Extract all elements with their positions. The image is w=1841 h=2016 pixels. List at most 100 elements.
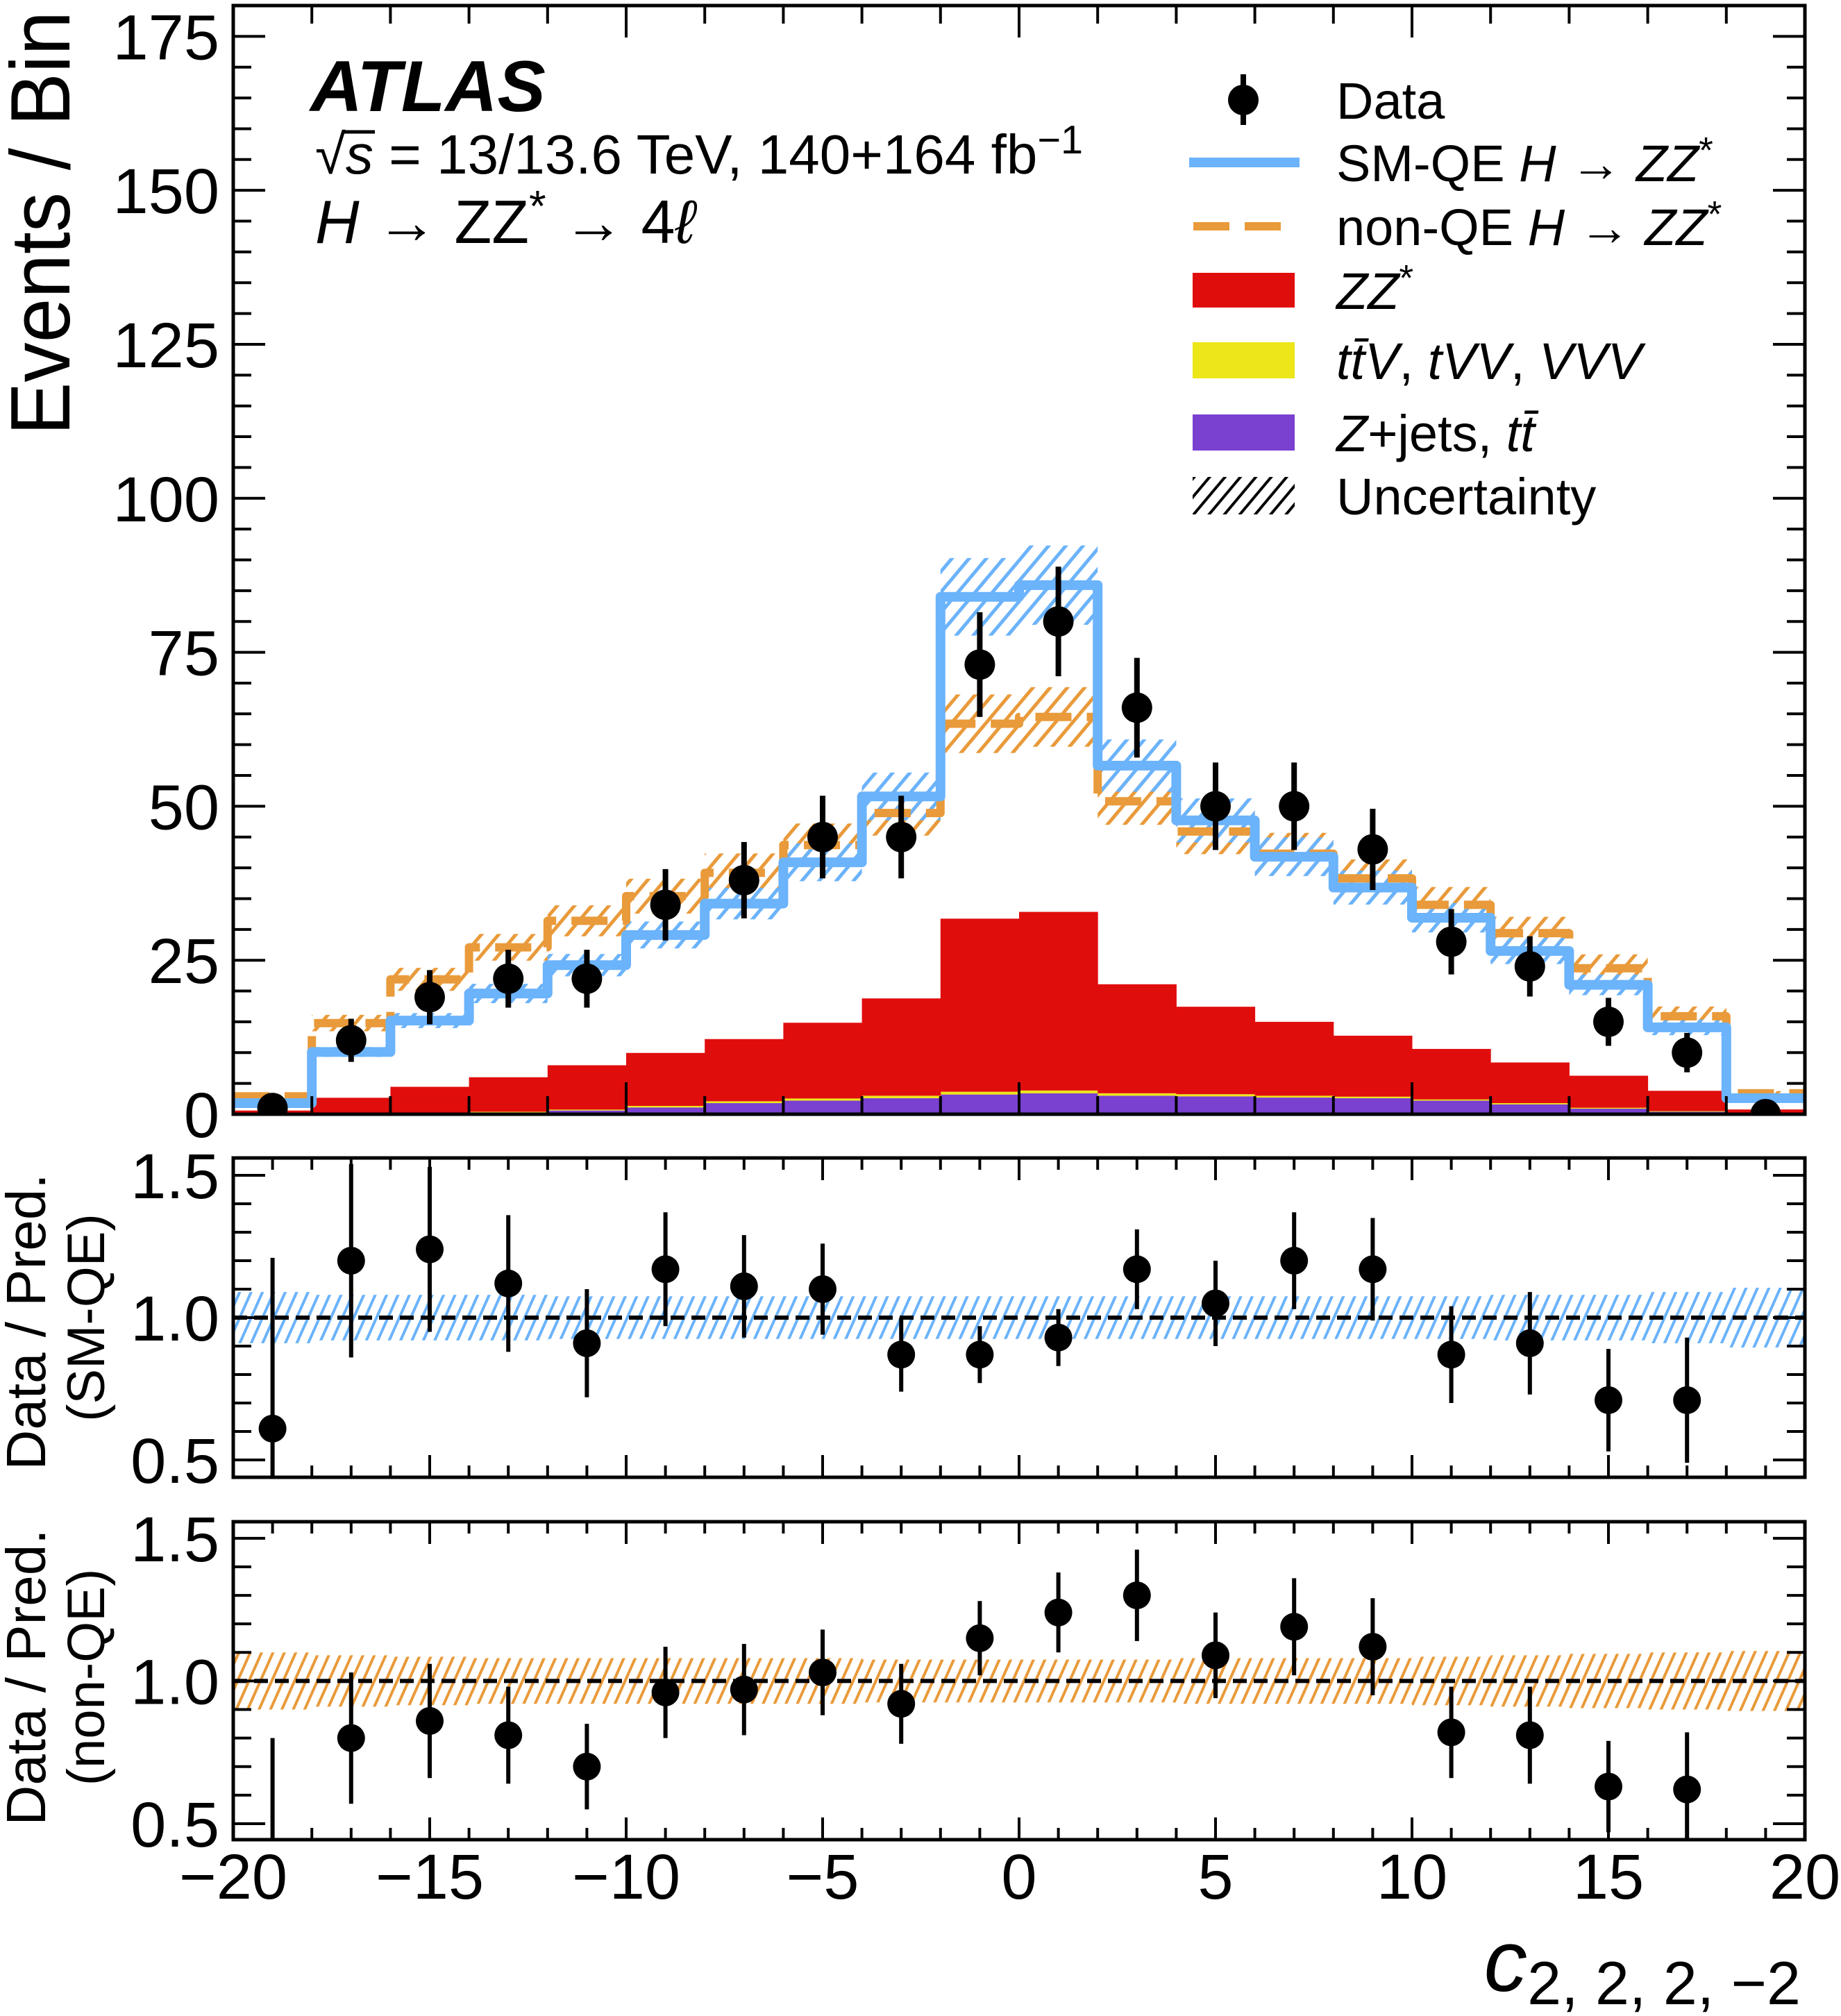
zz-background-bar [705,1039,784,1102]
x-tick-label: 10 [1377,1842,1447,1913]
data-point [1121,692,1152,723]
data-point [571,963,603,994]
legend-label-segment: ZZ [1643,199,1709,256]
zjets-ttbar-bar [626,1107,705,1114]
y-tick-label: 1.5 [131,1504,219,1575]
legend-label-segment: H [1519,135,1556,192]
zz-background-bar [1647,1091,1727,1111]
annotations: ATLAS Events / Bin Data / Pred. (SM-QE) … [0,11,1801,2016]
y-tick-label: 1.0 [131,1284,219,1354]
y-axis-sublabel-ratio-sm-qe: (SM-QE) [57,1213,116,1422]
ratio-point [1595,1386,1622,1414]
legend-label-segment: Z [1335,405,1370,462]
ratio-point [966,1341,994,1369]
ttv-tvv-vvv-bar [1098,1093,1177,1096]
y-tick-label: 0.5 [131,1426,219,1497]
x-tick-label: 5 [1197,1842,1233,1913]
legend-label-segment: * [1399,258,1413,299]
ttv-tvv-vvv-bar [705,1101,784,1104]
legend-label-segment: ZZ [1335,262,1401,320]
y-tick-label: 0 [184,1080,219,1151]
ratio-point [887,1341,916,1369]
process-label-segment: ZZ [454,187,529,256]
data-point [886,821,917,852]
legend-label-segment: ZZ [1635,135,1701,192]
zjets-ttbar-bar [783,1100,863,1114]
y-tick-label: 1.0 [131,1647,219,1717]
legend-label-segment: tt̄ [1506,405,1539,462]
energy-luminosity-label-segment: √ [315,124,346,185]
ratio-point [651,1678,680,1706]
filled-box-icon [1193,414,1295,451]
legend-label-segment: → [1565,199,1645,256]
ratio-point [1280,1613,1309,1641]
legend-label: ZZ* [1335,258,1413,320]
non-qe-line [233,712,1805,1101]
process-label: H → ZZ* → 4ℓ [315,182,698,256]
ttv-tvv-vvv-bar [1412,1099,1491,1101]
ratio-point [1673,1386,1701,1414]
zjets-ttbar-bar [1098,1095,1177,1114]
legend-label: Z+jets, tt̄ [1335,405,1539,462]
ratio-point [1515,1721,1544,1749]
zz-background-bar [1333,1035,1413,1097]
legend-label-segment: → [1556,135,1636,192]
data-point [1672,1037,1703,1068]
y-axis-label-ratio-non-qe: Data / Pred. [0,1529,57,1826]
zjets-ttbar-bar [1569,1109,1649,1114]
ratio-panel-sm-qe [233,1164,1805,1477]
ratio-point [337,1247,365,1275]
legend-label-segment: Data [1336,72,1445,130]
process-label-segment: → [360,187,455,256]
data-point [1436,926,1467,957]
zz-background-bar [469,1077,548,1112]
ratio-point [494,1721,523,1749]
process-label-segment: ℓ [675,187,698,256]
ratio-point [730,1272,758,1300]
y-tick-label: 75 [149,619,219,689]
ratio-point [1123,1581,1151,1610]
zjets-ttbar-bar [1333,1098,1413,1114]
data-point [964,649,995,680]
legend-label-segment: VVV [1539,333,1647,390]
ttv-tvv-vvv-bar [1490,1103,1570,1104]
legend-label: SM-QE H → ZZ* [1336,130,1713,192]
y-tick-label: 0.5 [131,1790,219,1860]
ratio-point [730,1675,758,1704]
ratio-non-qe-plot-area [233,1549,1805,1840]
data-point [414,982,445,1013]
x-tick-label: −20 [179,1842,287,1913]
zz-background-bar [312,1098,391,1114]
ratio-point [1359,1255,1387,1284]
zz-background-bar [1098,984,1177,1093]
legend-label-segment: Uncertainty [1336,468,1596,526]
axes: 02550751001251501750.51.01.50.51.01.5−20… [113,2,1841,1913]
ratio-point [1359,1633,1387,1661]
zz-background-bar [1490,1062,1570,1104]
ratio-point [1673,1775,1701,1804]
ratio-point [573,1752,601,1781]
zz-background-bar [1254,1021,1334,1096]
ratio-point [573,1329,601,1357]
y-tick-label: 1.5 [131,1141,219,1212]
ttv-tvv-vvv-bar [1569,1107,1649,1109]
process-label-segment: → 4 [546,187,675,256]
y-tick-label: 125 [113,310,220,381]
zjets-ttbar-bar [1176,1096,1256,1114]
legend-label-segment: tVV [1428,333,1515,390]
zz-background-bar [390,1086,470,1114]
ttv-tvv-vvv-bar [1254,1095,1334,1098]
ttv-tvv-vvv-bar [940,1091,1020,1095]
data-point [1514,951,1545,982]
zz-background-bar [1019,912,1098,1091]
ratio-point [651,1255,680,1284]
data-point [1043,606,1074,637]
x-tick-label: 0 [1001,1842,1036,1913]
ratio-point [416,1706,444,1735]
legend-label-segment: non-QE [1336,199,1528,256]
filled-box-icon [1193,273,1295,308]
ratio-point [1437,1718,1465,1747]
y-axis-sublabel-ratio-non-qe: (non-QE) [57,1569,116,1786]
ratio-point [1280,1247,1309,1275]
